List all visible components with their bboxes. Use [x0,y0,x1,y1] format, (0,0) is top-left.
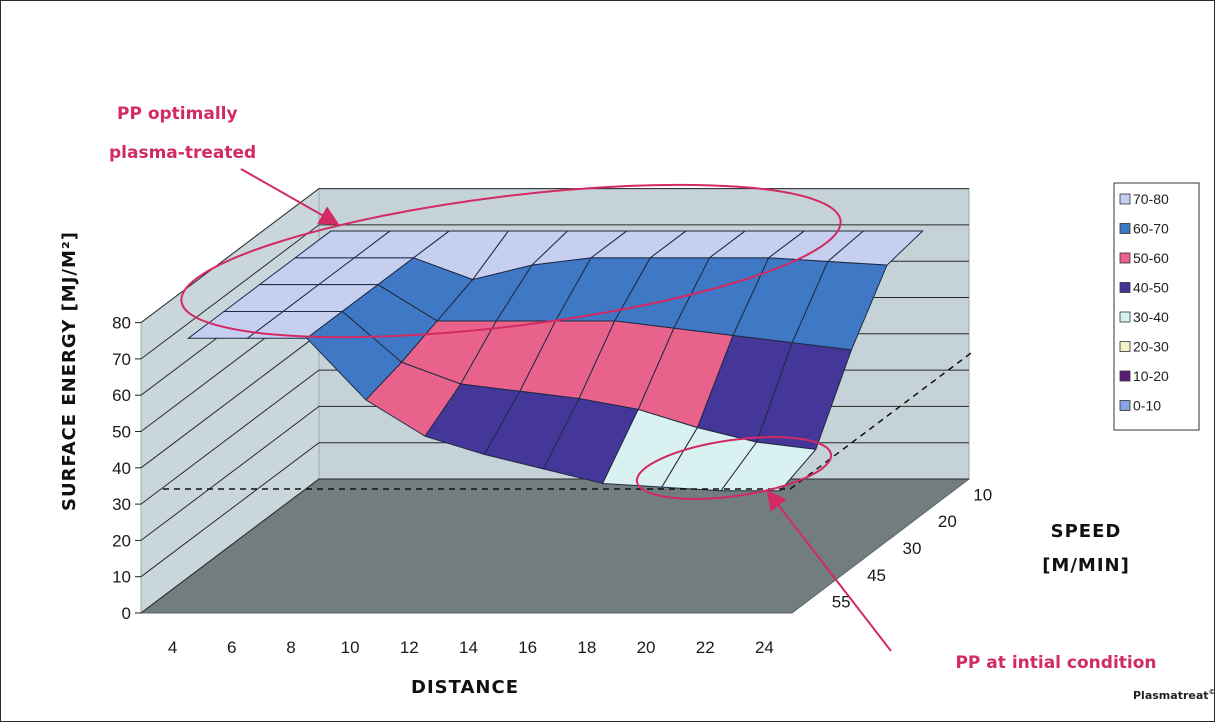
x-tick-label: 6 [227,638,236,657]
legend-swatch [1119,223,1131,234]
y-axis-title: SURFACE ENERGY [MJ/M²] [59,231,80,511]
legend-swatch [1119,193,1131,205]
speed-axis-title-line1: SPEED [1051,521,1122,542]
surface-mesh [186,230,924,492]
credit-symbol: © [1209,688,1214,696]
y-tick-label: 60 [112,386,131,405]
legend-label: 50-60 [1133,250,1169,266]
annotation-initial-arrow [766,489,892,652]
speed-tick-label: 10 [973,485,992,504]
annotation-optimal-ellipse [180,183,842,339]
legend-swatch [1119,370,1131,382]
annotation-optimal-line1: PP optimally [117,104,238,124]
x-tick-label: 12 [400,638,419,657]
y-tick-label: 80 [112,314,131,333]
x-axis-title: DISTANCE [411,677,519,698]
legend-label: 20-30 [1133,339,1169,355]
legend-label: 40-50 [1133,280,1169,296]
y-tick-label: 70 [112,350,131,369]
annotation-initial-ellipse [635,436,833,500]
x-tick-label: 8 [286,638,295,657]
speed-tick-label: 55 [832,593,851,612]
y-tick-label: 30 [112,495,131,514]
speed-axis-ticks: 10 20 30 45 55 [832,485,993,611]
legend-label: 60-70 [1133,221,1169,237]
credit-name: Plasmatreat [1133,689,1209,702]
y-tick-label: 40 [112,459,131,478]
legend-swatch [1119,400,1131,411]
x-tick-label: 22 [696,638,715,657]
annotation-optimal-line2: plasma-treated [109,143,256,163]
speed-tick-label: 30 [903,539,922,558]
credit-text: Plasmatreat© [1133,688,1214,702]
chart-legend: 70-80 60-70 50-60 40-50 30-40 20-30 10-20 0-10 [1113,182,1200,431]
x-tick-label: 10 [341,638,360,657]
x-tick-label: 16 [518,638,537,657]
y-tick-label: 50 [112,423,131,442]
x-tick-label: 20 [637,638,656,657]
legend-swatch [1119,282,1131,293]
reference-line [163,352,972,490]
y-tick-label: 20 [112,531,131,550]
legend-label: 10-20 [1133,368,1169,384]
y-axis-ticks: 0 10 20 30 40 50 60 70 80 [112,314,141,623]
legend-label: 30-40 [1133,309,1169,325]
annotation-initial-text: PP at intial condition [955,653,1156,673]
y-tick-label: 10 [112,568,131,587]
y-tick-label: 0 [122,604,131,623]
legend-swatch [1119,341,1131,352]
legend-label: 70-80 [1133,191,1169,207]
speed-axis-title-line2: [M/MIN] [1042,555,1130,576]
x-tick-label: 24 [755,638,774,657]
speed-tick-label: 45 [867,566,886,585]
legend-swatch [1119,311,1131,323]
x-axis-ticks: 4 6 8 10 12 14 16 18 20 22 24 [168,638,774,657]
annotation-optimal-arrow [240,168,340,225]
x-tick-label: 18 [577,638,596,657]
legend-swatch [1119,252,1131,264]
x-tick-label: 14 [459,638,478,657]
x-tick-label: 4 [168,638,177,657]
speed-tick-label: 20 [938,512,957,531]
legend-label: 0-10 [1133,398,1161,414]
reference-line-depth [789,352,972,490]
